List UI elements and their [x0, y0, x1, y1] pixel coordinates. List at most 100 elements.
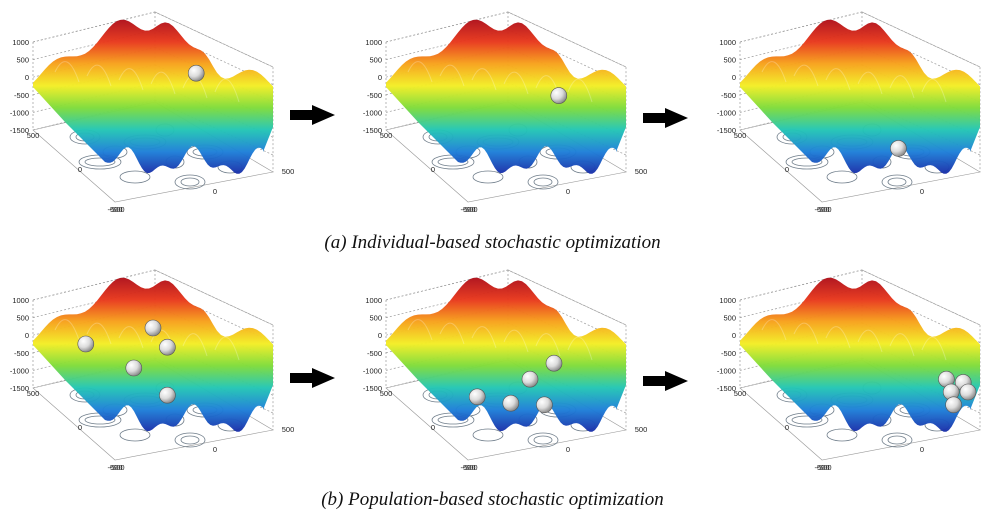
y-tick-label: -500 [462, 463, 477, 472]
x-tick-label: 0 [920, 445, 924, 454]
x-tick-label: -500 [814, 205, 829, 214]
y-tick-label: 0 [431, 165, 435, 174]
candidate-solution-ball [959, 383, 977, 401]
step-arrow-icon [643, 108, 688, 128]
y-tick-label: 0 [78, 423, 82, 432]
z-tick-label: -1000 [363, 108, 382, 117]
y-tick-label: 500 [734, 131, 747, 140]
x-tick-label: 500 [282, 425, 295, 434]
x-tick-label: -500 [814, 463, 829, 472]
z-tick-label: -500 [721, 349, 736, 358]
surface-ridges [407, 61, 593, 103]
caption-individual: (a) Individual-based stochastic optimiza… [324, 232, 661, 253]
x-tick-label: -500 [107, 205, 122, 214]
objective-surface [386, 19, 626, 174]
y-tick-label: -500 [816, 463, 831, 472]
z-tick-label: -500 [14, 349, 29, 358]
surface-ridges [54, 319, 240, 361]
candidate-solution-ball [144, 319, 162, 337]
arrows-layer [290, 105, 688, 391]
objective-surface [33, 19, 273, 174]
y-tick-label: 0 [78, 165, 82, 174]
candidate-solution-ball [521, 370, 539, 388]
z-tick-label: -1000 [10, 108, 29, 117]
z-tick-label: -500 [721, 91, 736, 100]
y-tick-label: -500 [816, 205, 831, 214]
z-tick-label: -500 [367, 91, 382, 100]
z-tick-label: 500 [16, 56, 29, 65]
objective-surface [740, 19, 980, 174]
z-tick-label: -1500 [717, 384, 736, 393]
candidate-solution-ball [187, 64, 205, 82]
x-tick-label: 0 [213, 445, 217, 454]
z-tick-label: 1000 [719, 38, 736, 47]
x-tick-label: -500 [107, 463, 122, 472]
objective-surface [33, 277, 273, 432]
candidate-solution-ball [468, 388, 486, 406]
x-tick-label: -500 [460, 205, 475, 214]
x-tick-label: 500 [635, 425, 648, 434]
candidate-solution-ball [545, 354, 563, 372]
x-tick-label: 0 [566, 187, 570, 196]
objective-surface [740, 277, 980, 432]
z-tick-label: -1500 [363, 126, 382, 135]
z-tick-label: -500 [367, 349, 382, 358]
z-tick-label: 1000 [12, 38, 29, 47]
y-tick-label: 0 [785, 165, 789, 174]
z-tick-label: 500 [16, 314, 29, 323]
y-tick-label: 500 [380, 131, 393, 140]
candidate-solution-ball [159, 338, 176, 356]
z-tick-label: -500 [14, 91, 29, 100]
z-tick-label: 0 [732, 73, 736, 82]
step-arrow-icon [643, 371, 688, 391]
z-tick-label: -1500 [10, 126, 29, 135]
z-tick-label: -1000 [717, 108, 736, 117]
z-tick-label: 0 [25, 73, 29, 82]
z-tick-label: 500 [369, 314, 382, 323]
y-tick-label: 500 [27, 131, 40, 140]
z-tick-label: -1500 [363, 384, 382, 393]
panels-layer: 10005000-500-1000-15005000-500-500050010… [10, 11, 981, 472]
candidate-solution-ball [77, 335, 95, 353]
candidate-solution-ball [125, 359, 143, 377]
surface-ridges [761, 61, 947, 103]
z-tick-label: 0 [378, 331, 382, 340]
z-tick-label: 1000 [365, 38, 382, 47]
x-tick-label: 0 [566, 445, 570, 454]
z-tick-label: 1000 [12, 296, 29, 305]
x-tick-label: 0 [213, 187, 217, 196]
z-tick-label: 500 [723, 56, 736, 65]
z-tick-label: 0 [732, 331, 736, 340]
step-arrow-icon [290, 105, 335, 125]
y-tick-label: -500 [109, 463, 124, 472]
x-tick-label: 500 [282, 167, 295, 176]
step-arrow-icon [290, 368, 335, 388]
z-tick-label: 0 [378, 73, 382, 82]
z-tick-label: 1000 [365, 296, 382, 305]
y-tick-label: 0 [785, 423, 789, 432]
candidate-solution-ball [550, 87, 568, 104]
x-tick-label: 500 [635, 167, 648, 176]
candidate-solution-ball [159, 386, 176, 404]
surface-ridges [54, 61, 240, 103]
y-tick-label: -500 [462, 205, 477, 214]
z-tick-label: 500 [369, 56, 382, 65]
z-tick-label: -1000 [717, 366, 736, 375]
candidate-solution-ball [502, 394, 520, 412]
z-tick-label: -1500 [10, 384, 29, 393]
y-tick-label: 500 [734, 389, 747, 398]
y-tick-label: 500 [380, 389, 393, 398]
candidate-solution-ball [890, 140, 907, 157]
surface-ridges [761, 319, 947, 361]
